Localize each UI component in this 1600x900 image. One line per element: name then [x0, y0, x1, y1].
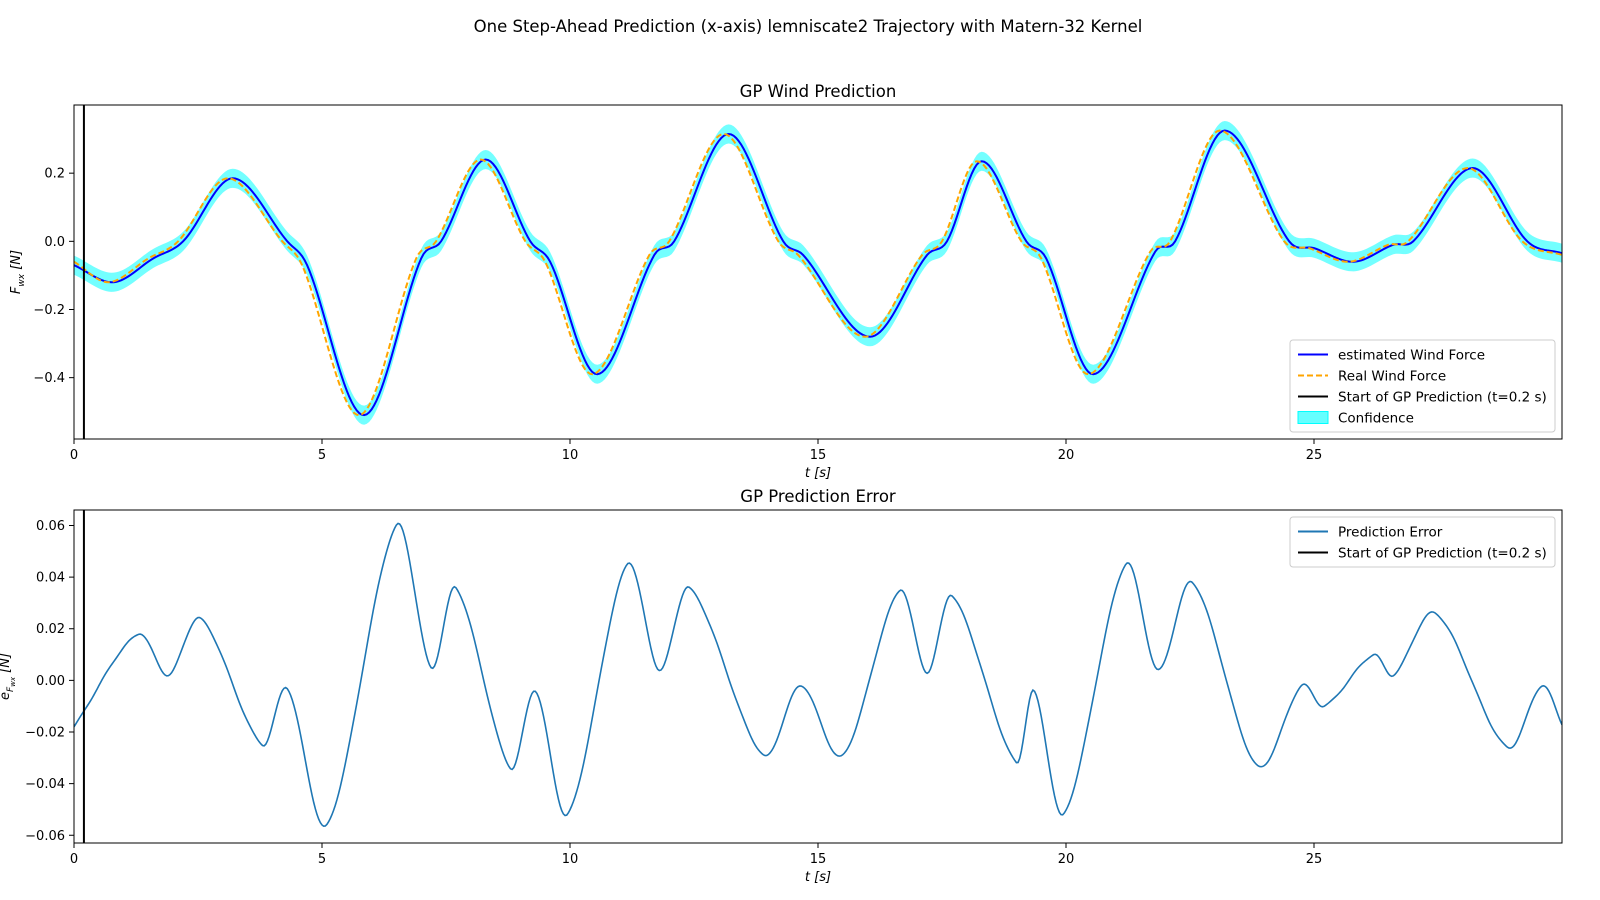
y-tick-label: 0.02 — [36, 622, 65, 637]
x-tick-label: 0 — [70, 852, 78, 867]
legend-label: Start of GP Prediction (t=0.2 s) — [1338, 546, 1547, 562]
y-tick-label: 0.04 — [36, 571, 65, 586]
y-axis-label: Fwx [N] — [9, 250, 27, 294]
x-axis-label-unit: [s] — [814, 870, 831, 885]
x-axis-label-main: t — [805, 870, 814, 885]
figure-suptitle: One Step-Ahead Prediction (x-axis) lemni… — [474, 17, 1143, 36]
x-tick-label: 5 — [318, 448, 326, 463]
x-tick-label: 25 — [1306, 852, 1323, 867]
y-tick-label: −0.2 — [33, 303, 65, 318]
x-tick-label: 10 — [562, 852, 579, 867]
prediction-error-line — [74, 522, 1562, 827]
x-tick-label: 20 — [1058, 448, 1075, 463]
y-axis-label-unit: [N] — [9, 250, 24, 274]
legend-label: Confidence — [1338, 411, 1414, 427]
y-tick-label: −0.4 — [33, 371, 65, 386]
legend-label: Start of GP Prediction (t=0.2 s) — [1338, 390, 1547, 406]
plot-area — [74, 121, 1562, 425]
y-axis-label: eFwx [N] — [0, 653, 17, 700]
legend: Prediction Error Start of GP Prediction (… — [1289, 516, 1556, 568]
legend-box — [1289, 516, 1556, 568]
y-tick-label: 0.00 — [36, 674, 65, 689]
x-axis-label: t [s] — [805, 466, 831, 481]
y-axis-label-main: e — [0, 692, 13, 700]
x-tick-label: 10 — [562, 448, 579, 463]
legend-label: estimated Wind Force — [1338, 348, 1485, 364]
y-axis-label-unit: [N] — [0, 653, 13, 677]
legend-swatch — [1297, 411, 1329, 424]
panel-title: GP Prediction Error — [740, 487, 896, 506]
y-tick-label: −0.02 — [25, 726, 65, 741]
wind-prediction-panel: GP Wind Prediction 0 5 10 15 20 25 0.2 0.0 −0.2 −0… — [9, 82, 1563, 481]
estimated-wind-force-line — [74, 129, 1562, 417]
y-axis-label-main: F — [9, 286, 24, 294]
y-tick-label: −0.04 — [25, 777, 65, 792]
x-tick-label: 5 — [318, 852, 326, 867]
x-tick-label: 15 — [810, 852, 827, 867]
prediction-error-panel: GP Prediction Error 0 5 10 15 20 25 0.06 0.04 0.0… — [0, 487, 1563, 885]
x-axis-label-main: t — [805, 466, 814, 481]
x-tick-label: 20 — [1058, 852, 1075, 867]
y-axis-label-subsub: wx — [9, 676, 17, 687]
y-tick-label: 0.06 — [36, 519, 65, 534]
x-tick-label: 0 — [70, 448, 78, 463]
real-wind-force-line — [74, 129, 1562, 417]
x-axis-label-unit: [s] — [814, 466, 831, 481]
legend-label: Prediction Error — [1338, 525, 1443, 541]
y-axis-label-sub: wx — [17, 273, 27, 286]
x-tick-label: 25 — [1306, 448, 1323, 463]
x-tick-label: 15 — [810, 448, 827, 463]
plot-area — [74, 522, 1562, 827]
x-axis-label: t [s] — [805, 870, 831, 885]
legend: estimated Wind Force Real Wind Force Start… — [1289, 339, 1556, 433]
y-tick-label: 0.0 — [44, 235, 65, 250]
legend-box — [1289, 339, 1556, 433]
y-tick-label: −0.06 — [25, 829, 65, 844]
y-tick-label: 0.2 — [44, 167, 65, 182]
confidence-band — [74, 121, 1562, 425]
y-axis-label-sub: F — [6, 686, 16, 692]
panel-title: GP Wind Prediction — [740, 82, 897, 101]
legend-label: Real Wind Force — [1338, 369, 1446, 385]
